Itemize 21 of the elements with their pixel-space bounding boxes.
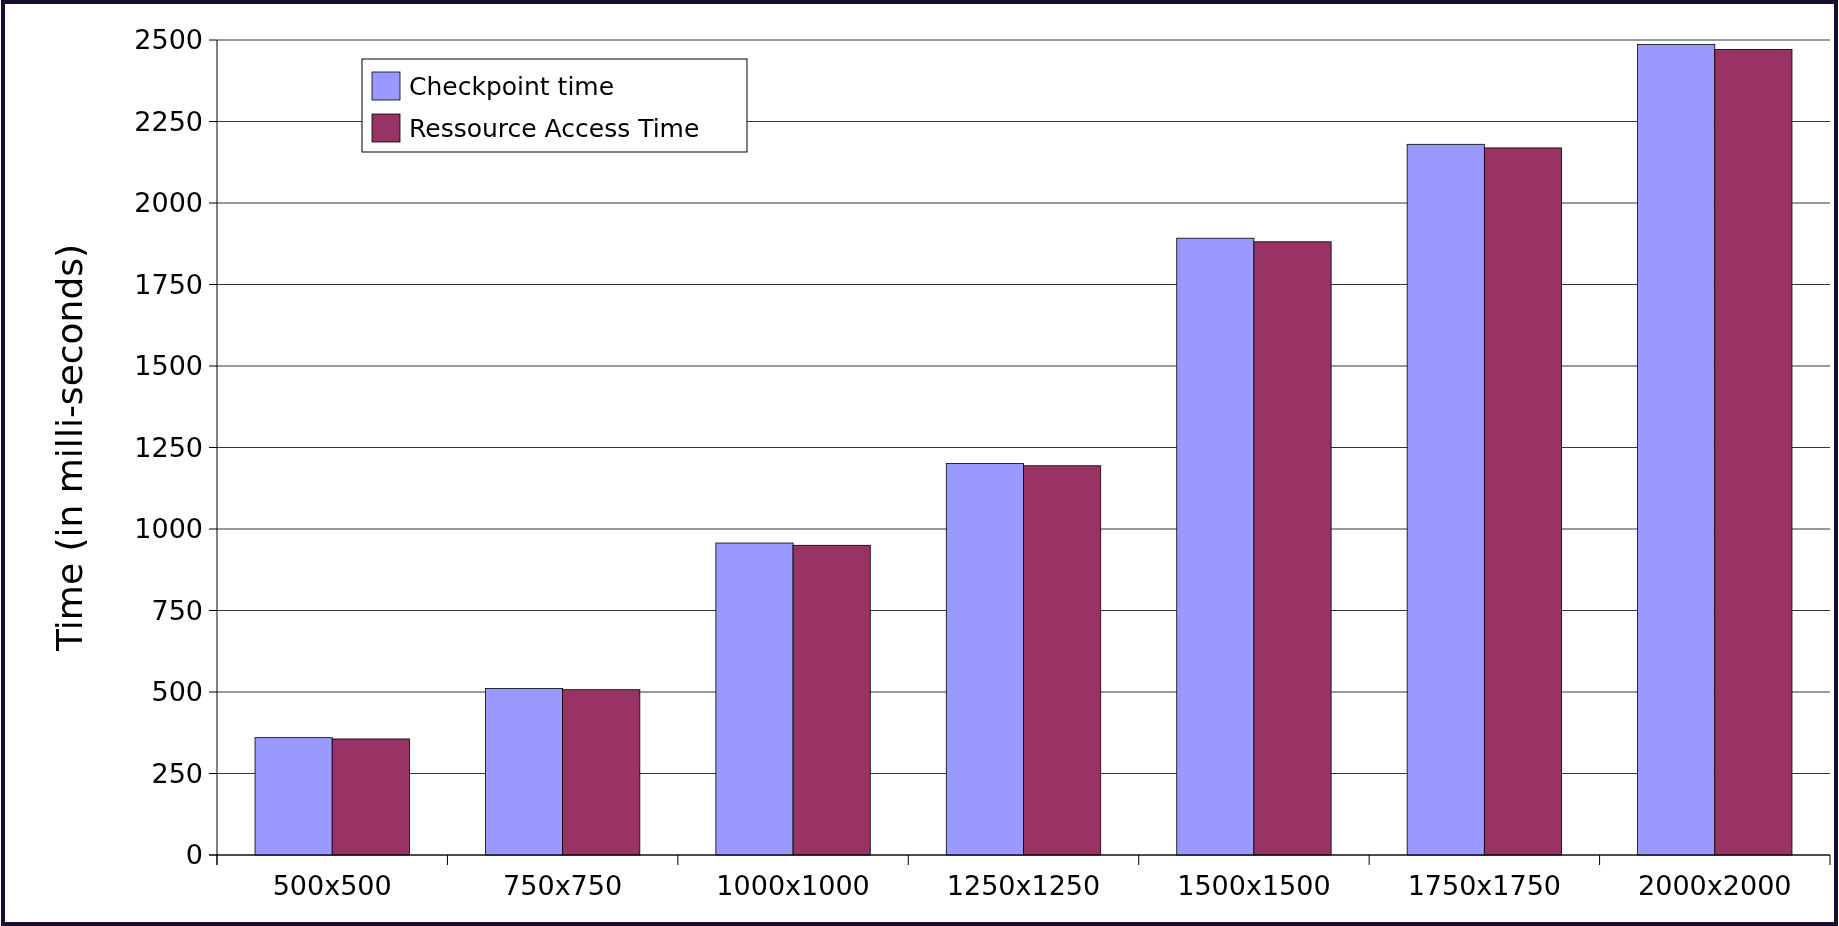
x-tick-label: 1500x1500 — [1177, 870, 1331, 901]
y-tick-label: 500 — [151, 676, 203, 708]
y-axis-title: Time (in milli-seconds) — [49, 243, 90, 653]
x-tick-label: 1250x1250 — [946, 870, 1101, 901]
y-tick-label: 250 — [151, 757, 203, 789]
y-tick-label: 1500 — [134, 350, 203, 382]
y-tick-label: 1250 — [134, 431, 203, 463]
legend-label: Checkpoint time — [409, 71, 615, 101]
y-tick-label: 0 — [185, 839, 203, 871]
y-tick-label: 2000 — [134, 187, 203, 219]
legend-label: Ressource Access Time — [409, 113, 700, 143]
y-tick-label: 2250 — [134, 105, 203, 137]
x-tick-label: 2000x2000 — [1638, 870, 1792, 901]
x-tick-label: 1750x1750 — [1407, 870, 1562, 901]
y-tick-label: 2500 — [134, 24, 203, 56]
y-tick-label: 750 — [151, 594, 203, 626]
y-tick-label: 1000 — [134, 513, 203, 545]
x-tick-label: 500x500 — [272, 870, 392, 901]
x-tick-label: 750x750 — [503, 870, 623, 901]
x-tick-label: 1000x1000 — [716, 870, 870, 901]
y-tick-label: 1750 — [134, 268, 203, 300]
